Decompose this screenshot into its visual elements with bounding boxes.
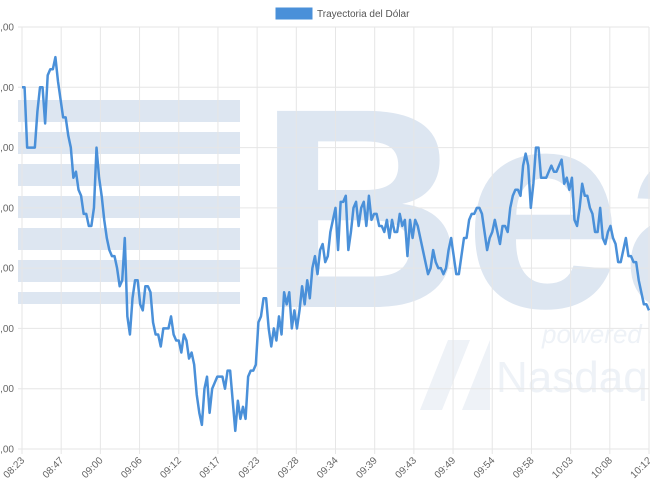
x-tick-label: 09:58 — [511, 455, 537, 481]
x-tick-label: 10:12 — [629, 455, 650, 481]
x-tick-label: 09:12 — [158, 455, 184, 481]
x-tick-label: 09:34 — [315, 455, 341, 481]
y-tick-label: ,00 — [0, 203, 14, 214]
legend-label: Trayectoria del Dólar — [317, 9, 410, 20]
watermark-text: Bea — [258, 50, 650, 368]
x-tick-label: 10:03 — [550, 455, 576, 481]
x-tick-label: 09:54 — [472, 455, 498, 481]
watermark-logo: Bea powered by Nasdaq — [18, 50, 650, 410]
grid — [18, 26, 650, 454]
x-tick-label: 09:00 — [80, 455, 106, 481]
watermark-sub2: Nasdaq — [496, 353, 648, 402]
watermark-sub1: powered by — [541, 319, 650, 349]
nasdaq-logo-icon — [420, 340, 490, 410]
x-axis-labels: 08:23 08:47 09:00 09:06 09:12 09:17 09:23 09:28… — [2, 455, 650, 481]
y-axis-labels: ,00 ,00 ,00 ,00 ,00 ,00 ,00 ,00 — [0, 23, 14, 456]
y-tick-label: ,00 — [0, 23, 14, 34]
legend-swatch — [275, 7, 313, 20]
x-tick-label: 09:49 — [433, 455, 459, 481]
x-tick-label: 09:06 — [119, 455, 145, 481]
y-tick-label: ,00 — [0, 83, 14, 94]
y-tick-label: ,00 — [0, 143, 14, 154]
watermark-stripes-icon — [18, 100, 240, 304]
y-tick-label: ,00 — [0, 324, 14, 335]
x-tick-label: 09:43 — [394, 455, 420, 481]
y-tick-label: ,00 — [0, 264, 14, 275]
x-tick-label: 09:39 — [354, 455, 380, 481]
x-tick-label: 09:23 — [237, 455, 263, 481]
x-tick-label: 10:08 — [589, 455, 615, 481]
y-tick-label: ,00 — [0, 445, 14, 456]
x-tick-label: 09:28 — [276, 455, 302, 481]
x-tick-label: 08:23 — [2, 455, 28, 481]
legend: Trayectoria del Dólar — [275, 7, 410, 20]
x-tick-label: 08:47 — [41, 455, 67, 481]
x-tick-label: 09:17 — [198, 455, 224, 481]
y-tick-label: ,00 — [0, 384, 14, 395]
series-line — [22, 55, 650, 433]
